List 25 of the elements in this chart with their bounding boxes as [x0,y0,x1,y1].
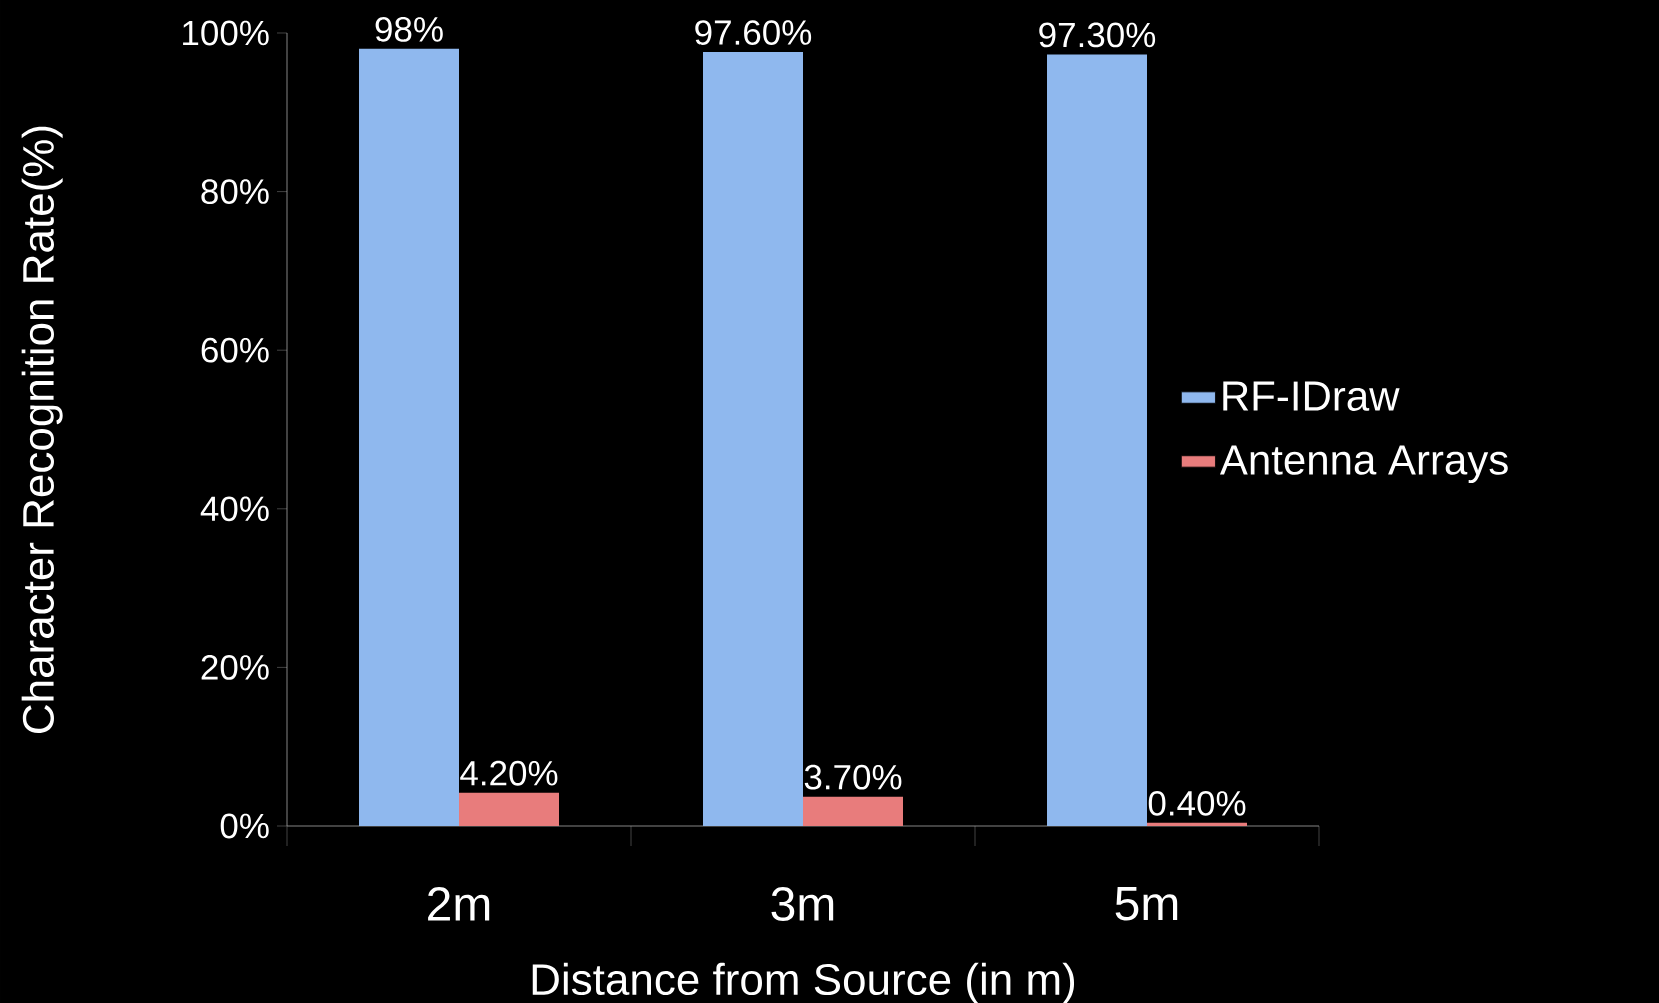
x-tick-label: 3m [771,887,834,922]
y-tick-label: 80% [201,179,269,204]
data-label: 97.60% [695,20,812,45]
bar [803,796,904,826]
data-label: 97.30% [1039,22,1156,48]
data-label: 3.70% [804,764,902,790]
legend-label: Antenna Arrays [1219,445,1508,484]
bar [1147,822,1247,826]
y-axis-title: Character Recognition Rate(%) [21,126,63,733]
data-label: 4.20% [460,760,558,786]
legend-label: RF-IDraw [1223,381,1400,411]
y-tick-label: 60% [201,337,269,363]
y-tick-label: 20% [201,655,269,680]
bar [703,52,803,826]
data-label: 98% [375,17,443,42]
x-tick-label: 2m [428,887,490,921]
y-tick-label: 40% [200,496,269,522]
y-tick-label: 0% [220,813,269,839]
x-tick-label: 5m [1115,887,1178,921]
bar [1047,54,1147,826]
y-tick-label: 100% [183,20,269,46]
bar [459,792,560,826]
bar [359,48,460,826]
data-label: 0.40% [1148,790,1246,816]
x-axis-title: Distance from Source (in m) [532,962,1075,1003]
